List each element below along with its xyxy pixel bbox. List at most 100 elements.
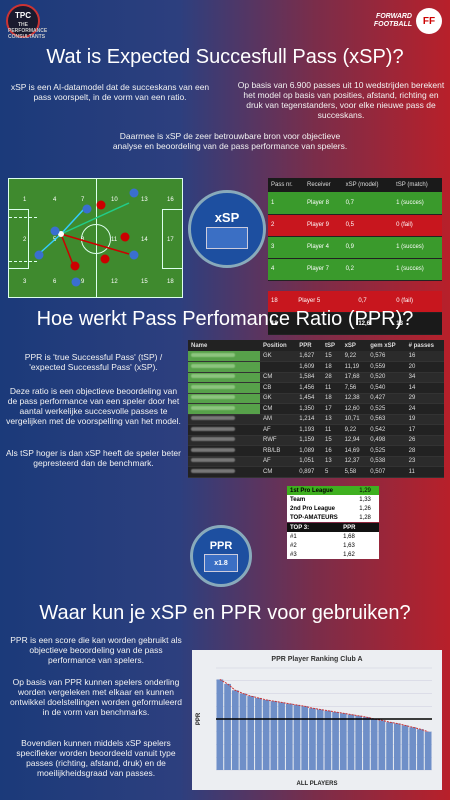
ppr-table-name-redacted (188, 445, 260, 457)
ppr-table-cell: 16 (405, 351, 444, 362)
section1-left-text: xSP is een AI-datamodel dat de succeskan… (10, 82, 210, 102)
ppr-table-cell: 34 (405, 372, 444, 383)
ppr-table-row: RWF 1,159 15 12,94 0,498 26 (188, 435, 444, 446)
pass-table-row: 4 Player 7 0,2 1 (succes) (268, 258, 442, 281)
ppr-table-row: AF 1,193 11 9,22 0,542 17 (188, 424, 444, 436)
ppr-ranking-chart: PPR Player Ranking Club A ALL PLAYERS PPR (192, 650, 442, 790)
ppr-table-cell: 12,60 (341, 403, 368, 415)
pass-table-cell: 2 (268, 214, 304, 237)
ppr-table-cell: 0,520 (367, 372, 406, 383)
ppr-table-cell: 9,22 (341, 424, 368, 436)
ppr-table-cell: 0,427 (367, 393, 406, 404)
chart-title: PPR Player Ranking Club A (271, 656, 362, 663)
ppr-table-name-redacted (188, 382, 260, 394)
ppr-table-cell: 12,38 (341, 393, 368, 404)
ppr-table-row: AM 1,214 13 10,71 0,563 19 (188, 414, 444, 425)
level-label: TOP-AMATEURS (290, 514, 338, 521)
pass-table-cell: 0,2 (342, 258, 394, 281)
ppr-table-cell: 29 (405, 393, 444, 404)
ppr-table-cell: 1,609 (296, 361, 322, 373)
ppr-table-cell: 0,576 (367, 351, 406, 362)
ppr-table-cell: 19 (405, 414, 444, 425)
pass-table-header-3: tSP (match) (393, 178, 442, 192)
top3-row: #2 1,63 (287, 541, 379, 550)
ppr-ranking-chart-svg: PPR Player Ranking Club A ALL PLAYERS PPR (196, 656, 432, 787)
top3-table: TOP 3: PPR #1 1,68 #2 1,63 #3 1,62 (287, 523, 379, 559)
pitch-zone-6: 6 (53, 279, 57, 285)
ppr-table-header-2: PPR (296, 340, 322, 351)
pitch-zone-17: 17 (167, 237, 174, 243)
chart-bar (355, 715, 363, 770)
chart-bar (363, 717, 370, 770)
chart-bar (378, 720, 386, 770)
ppr-table-cell: 11,19 (341, 361, 368, 373)
ppr-table-cell: 15 (321, 351, 342, 362)
ppr-table-cell: 14,69 (341, 445, 368, 457)
pass-arrows (34, 188, 139, 287)
section3-p1: PPR is een score die kan worden gebruikt… (10, 635, 182, 665)
level-value: 1,29 (359, 487, 371, 494)
pitch-ball (58, 231, 64, 237)
pitch-zone-12: 12 (111, 279, 118, 285)
player-9 (129, 250, 139, 260)
chart-bar (285, 703, 293, 770)
ppr-table: Name Position PPR tSP xSP gem xSP # passes GK 1… (188, 340, 444, 478)
player-6 (50, 226, 60, 236)
pitch-zone-15: 15 (141, 279, 148, 285)
ppr-table-cell: AF (260, 424, 297, 436)
ppr-table-cell: GK (260, 393, 297, 404)
opponent-1 (96, 200, 106, 210)
ppr-table-cell: 0,542 (367, 424, 406, 436)
level-row: Team 1,33 (287, 495, 379, 504)
level-row: TOP-AMATEURS 1,28 (287, 513, 379, 522)
ppr-table-cell: RWF (260, 435, 297, 446)
ppr-table-cell: CM (260, 466, 297, 478)
chart-bar (247, 696, 255, 770)
ppr-table-cell: 28 (405, 445, 444, 457)
pass-table-cell: 3 (268, 236, 304, 259)
ppr-table-name-redacted (188, 403, 260, 415)
top3-rank: #2 (290, 542, 297, 549)
pass-table-total-row: 18 12,6 13 (268, 312, 442, 335)
ppr-table-cell: 0,498 (367, 435, 406, 446)
ppr-table-name-redacted (188, 466, 260, 478)
ppr-table-cell: 17 (321, 403, 342, 415)
ppr-table-row: CM 0,897 5 5,58 0,507 11 (188, 466, 444, 478)
ppr-table-cell: 9,22 (341, 351, 368, 362)
ppr-table-name-redacted (188, 435, 260, 446)
ppr-table-cell: 23 (405, 456, 444, 467)
chart-bar (262, 699, 270, 770)
xsp-badge-label: xSP (214, 209, 240, 225)
chart-bar (316, 709, 324, 770)
chart-ylabel: PPR (196, 712, 202, 725)
ppr-badge-label: PPR (209, 540, 233, 552)
top3-header-ppr: PPR (340, 523, 379, 532)
opponent-3 (100, 254, 110, 264)
chart-bar (293, 704, 301, 770)
ppr-table-row: CB 1,456 11 7,56 0,540 14 (188, 382, 444, 394)
pitch-zone-4: 4 (53, 197, 57, 203)
ppr-table-cell: 5,58 (341, 466, 368, 478)
ff-line1: FORWARD (375, 13, 412, 20)
pass-table-cell: Player 5 (295, 290, 356, 313)
pass-table-cell: Player 4 (303, 236, 343, 259)
pass-table-total-cell: 18 (268, 312, 296, 335)
ppr-table-cell: CB (260, 382, 297, 394)
ppr-table-cell: 12,37 (341, 456, 368, 467)
ppr-table-cell: 18 (321, 393, 342, 404)
chart-bar (239, 693, 247, 770)
pitch-zone-2: 2 (23, 237, 27, 243)
ppr-table-cell: GK (260, 351, 297, 362)
pass-table-cell: 0 (fail) (393, 214, 442, 237)
section3-p3: Bovendien kunnen middels xSP spelers spe… (16, 738, 176, 778)
level-label: Team (290, 496, 306, 503)
level-label: 1st Pro League (290, 487, 334, 494)
pitch-zone-16: 16 (167, 197, 174, 203)
level-value: 1,26 (359, 505, 371, 512)
opponent-2 (120, 232, 130, 242)
pass-table-total-cell: 12,6 (355, 312, 394, 335)
xsp-badge-pitch-icon (206, 226, 248, 249)
ppr-table-cell: 1,193 (296, 424, 322, 436)
ppr-table-cell: 11 (321, 424, 342, 436)
pass-table-header-1: Receiver (303, 178, 343, 192)
